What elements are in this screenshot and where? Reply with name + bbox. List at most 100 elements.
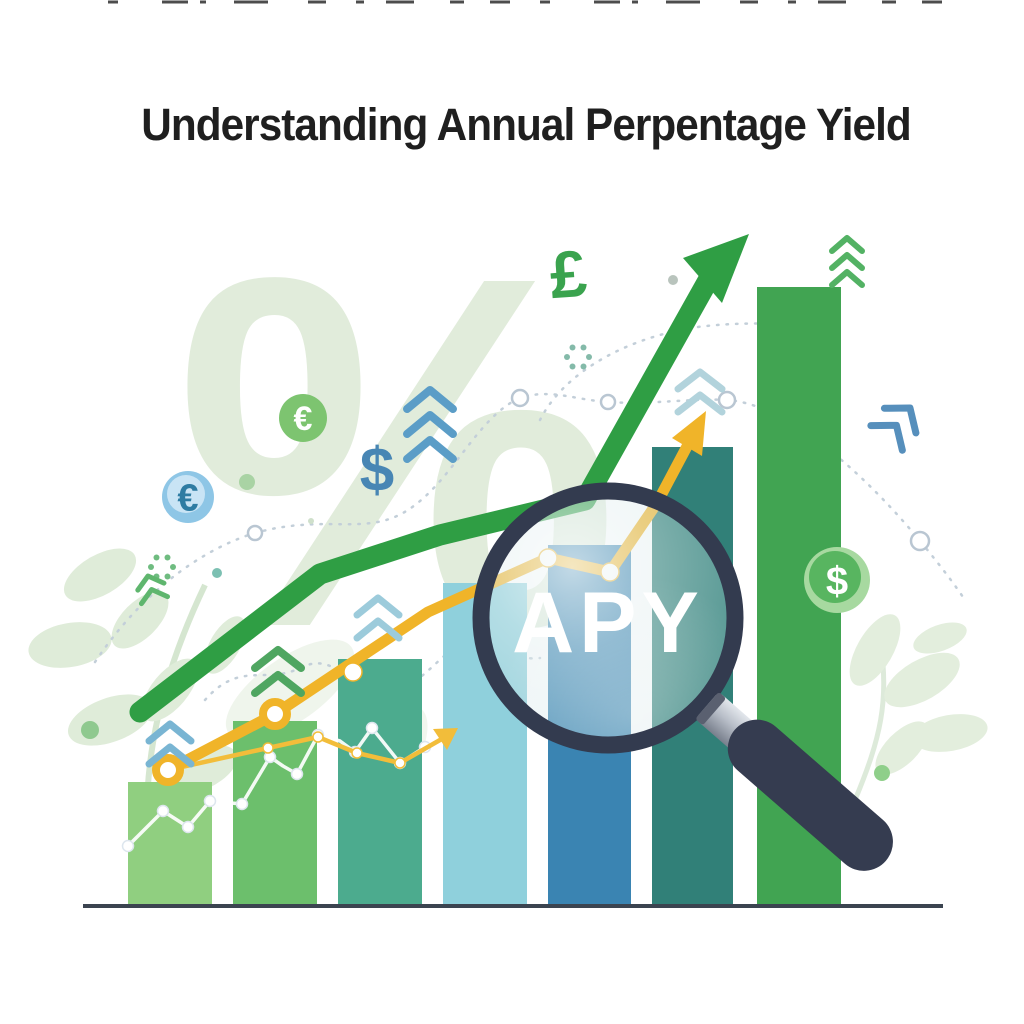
euro-coin-glyph: €	[294, 400, 313, 438]
decoration-dot	[239, 474, 255, 490]
cluster-dot	[148, 564, 154, 571]
cluster-dot	[164, 554, 171, 561]
euro-coin-icon: €	[162, 471, 214, 523]
dollar-coin-icon: $	[804, 547, 870, 613]
chevron-stroke	[829, 235, 865, 254]
magnifier-grip	[727, 719, 893, 871]
green-growth-arrow	[129, 234, 749, 723]
gold-secondary-line-dot-marker	[262, 742, 274, 754]
gold-secondary-line-dot-marker	[351, 747, 363, 759]
chevron-stroke	[829, 252, 865, 271]
chevron-up-icon	[403, 386, 457, 463]
cluster-dot	[164, 573, 171, 580]
chevron-stroke	[403, 386, 457, 413]
currency-glyphs: £$	[360, 236, 590, 505]
cluster-dot	[580, 363, 587, 370]
dotted-path-nodes	[246, 388, 931, 552]
chevron-up-icon	[251, 646, 305, 697]
chevron-stroke	[353, 594, 403, 619]
apy-label: APY	[512, 575, 704, 671]
gold-secondary-line-path	[165, 734, 443, 773]
chevron-stroke	[145, 720, 195, 745]
euro-coin-glyph: €	[177, 478, 198, 520]
scatter-dots	[81, 275, 890, 781]
path-node-circle	[717, 390, 737, 410]
chevron-stroke	[251, 671, 305, 697]
chevron-stroke	[674, 368, 726, 393]
chevron-stroke	[829, 269, 865, 288]
decoration-dot	[81, 721, 99, 739]
cluster-dot	[580, 344, 587, 351]
chevron-up-icon	[829, 235, 865, 288]
gold-apy-trend-line-arrowhead-icon	[672, 411, 706, 456]
chevron-stroke	[403, 411, 457, 438]
cluster-dot	[153, 554, 160, 561]
chevron-stroke	[138, 587, 171, 607]
path-node-circle	[909, 530, 931, 552]
chevron-stroke	[880, 404, 920, 437]
cluster-dot	[569, 344, 576, 351]
decoration-dot	[668, 275, 678, 285]
leaf-decoration-right	[849, 614, 988, 801]
white-sparkline-dot-marker	[203, 794, 217, 808]
bar-3	[338, 659, 422, 906]
green-growth-arrow-path	[129, 266, 721, 723]
decoration-dot	[874, 765, 890, 781]
chevron-up-icon	[674, 368, 726, 416]
path-node-circle	[246, 524, 264, 542]
chevron-stroke	[867, 421, 906, 454]
gold-apy-trend-line-ring-marker	[259, 698, 291, 730]
white-sparkline-dot-marker	[235, 797, 249, 811]
dollar-coin-inner	[809, 551, 861, 603]
gold-apy-trend-line-dot-marker	[343, 662, 363, 682]
euro-coin-inner	[167, 475, 205, 513]
magnifier-ferrule-band	[696, 693, 726, 725]
pound-symbol: £	[547, 236, 589, 312]
gold-secondary-line-dot-marker	[394, 757, 406, 769]
chevron-stroke	[403, 436, 457, 463]
cluster-dot	[564, 354, 570, 361]
euro-coin-bg	[279, 394, 327, 442]
chevron-stroke	[135, 573, 167, 593]
white-sparkline-dot-marker	[181, 820, 195, 834]
white-sparkline-dot-marker	[121, 839, 135, 853]
white-sparkline-dot-marker	[365, 721, 379, 735]
cluster-dot	[586, 354, 592, 360]
chevron-up-icon	[867, 404, 920, 454]
magnifier-rim	[472, 482, 744, 754]
growth-chevrons	[135, 235, 920, 768]
chevron-up-icon	[353, 594, 403, 642]
chevron-up-icon	[135, 573, 171, 607]
page-title: Understanding Annual Perpentage Yield	[141, 100, 911, 150]
page-title-group: Understanding Annual Perpentage Yield	[141, 100, 911, 150]
chevron-up-icon	[145, 720, 195, 768]
path-node-circle	[599, 393, 617, 411]
magnifier-glass-sheen-bottom	[481, 491, 735, 745]
gold-secondary-line	[165, 728, 458, 773]
path-node-circle	[510, 388, 530, 408]
chevron-stroke	[145, 743, 195, 768]
gold-secondary-line-dot-marker	[312, 731, 324, 743]
decoration-dot	[212, 568, 222, 578]
cluster-dot	[170, 564, 176, 570]
cluster-dot	[569, 363, 576, 370]
magnifier: APY	[472, 482, 893, 871]
currency-coins: € € $	[162, 394, 870, 613]
decoration-dot	[308, 518, 314, 524]
euro-coin-icon: €	[279, 394, 327, 442]
chevron-stroke	[251, 646, 305, 672]
chevron-stroke	[353, 617, 403, 642]
dollar-symbol: $	[360, 436, 394, 505]
magnifier-handle	[696, 693, 893, 871]
white-sparkline-dot-marker	[156, 804, 170, 818]
dollar-coin-glyph: $	[826, 559, 848, 603]
green-growth-arrow-arrowhead-icon	[683, 234, 749, 303]
chevron-stroke	[674, 391, 726, 416]
bar-1	[128, 782, 212, 906]
white-sparkline-dot-marker	[290, 767, 304, 781]
gold-apy-trend-line-ring-marker	[152, 754, 184, 786]
dot-cluster-decorations	[148, 344, 592, 580]
gold-secondary-line-arrowhead-icon	[433, 728, 458, 750]
